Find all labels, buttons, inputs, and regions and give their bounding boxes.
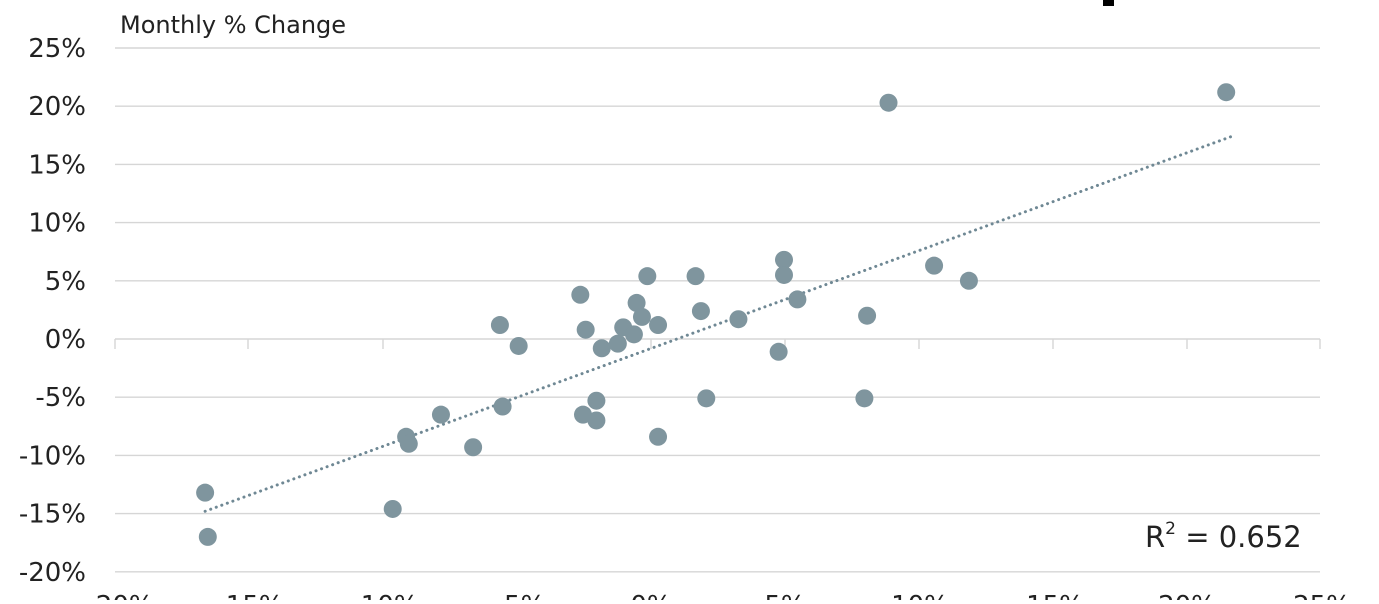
- y-tick-label: 10%: [28, 209, 86, 239]
- r-squared-superscript: 2: [1165, 519, 1176, 539]
- x-tick-label: -10%: [351, 591, 418, 600]
- data-point: [775, 250, 793, 269]
- cropped-top-mark: [1103, 0, 1114, 6]
- y-tick-label: -5%: [35, 383, 86, 413]
- data-point: [858, 306, 877, 325]
- data-point: [196, 483, 215, 502]
- y-axis-title: Monthly % Change: [120, 11, 346, 39]
- data-point: [592, 339, 611, 358]
- data-point: [769, 342, 788, 361]
- data-point: [697, 389, 716, 408]
- data-point: [627, 293, 646, 312]
- data-points: [196, 83, 1236, 546]
- data-point: [1217, 83, 1236, 102]
- x-tick-label: 0%: [630, 591, 671, 600]
- x-tick-label: -15%: [216, 591, 283, 600]
- data-point: [632, 307, 651, 326]
- y-tick-label: -20%: [19, 558, 86, 588]
- grid-lines: [115, 47, 1320, 573]
- data-point: [624, 325, 643, 344]
- r-squared-prefix: R: [1145, 520, 1165, 554]
- r-squared-value: = 0.652: [1176, 520, 1302, 554]
- data-point: [464, 438, 483, 457]
- trendline: [203, 134, 1234, 513]
- x-tick-label: 10%: [891, 591, 949, 600]
- x-tick-label: -5%: [495, 591, 546, 600]
- data-point: [490, 316, 509, 335]
- x-tick-label: 25%: [1293, 591, 1351, 600]
- data-point: [686, 267, 705, 286]
- data-point: [775, 265, 793, 284]
- x-tick-label: -20%: [86, 591, 153, 600]
- data-point: [571, 285, 590, 304]
- data-point: [959, 271, 978, 290]
- x-tick-label: 15%: [1026, 591, 1084, 600]
- data-point: [608, 334, 627, 353]
- data-point: [383, 499, 402, 518]
- data-point: [431, 405, 450, 424]
- data-point: [649, 427, 668, 446]
- trendline-group: [203, 134, 1234, 513]
- data-point: [198, 527, 217, 546]
- y-tick-label: -15%: [19, 500, 86, 530]
- data-point: [574, 405, 592, 424]
- data-point: [509, 336, 528, 355]
- y-tick-label: 20%: [28, 92, 86, 122]
- data-point: [729, 310, 748, 329]
- data-point: [638, 267, 657, 286]
- data-point: [576, 320, 595, 339]
- data-point: [691, 302, 710, 321]
- r-squared-annotation: R2 = 0.652: [1145, 519, 1302, 554]
- x-axis: [114, 338, 1321, 349]
- x-tick-label: 5%: [764, 591, 805, 600]
- data-point: [399, 434, 418, 453]
- data-point: [925, 256, 944, 275]
- y-tick-label: 15%: [28, 150, 86, 180]
- y-tick-label: -10%: [19, 441, 86, 471]
- y-tick-label: 0%: [45, 325, 86, 355]
- data-point: [879, 93, 898, 112]
- data-point: [788, 290, 807, 309]
- y-tick-label: 5%: [45, 267, 86, 297]
- data-point: [855, 389, 874, 408]
- data-point: [493, 397, 512, 416]
- x-tick-label: 20%: [1158, 591, 1216, 600]
- data-point: [649, 316, 668, 335]
- data-point: [587, 391, 606, 410]
- y-tick-label: 25%: [28, 34, 86, 64]
- x-tick-labels: -20% -15% -10% -5% 0% 5% 10% 15% 20% 25%: [86, 591, 1351, 604]
- y-tick-labels: 25% 20% 15% 10% 5% 0% -5% -10% -15% -20%: [19, 34, 86, 588]
